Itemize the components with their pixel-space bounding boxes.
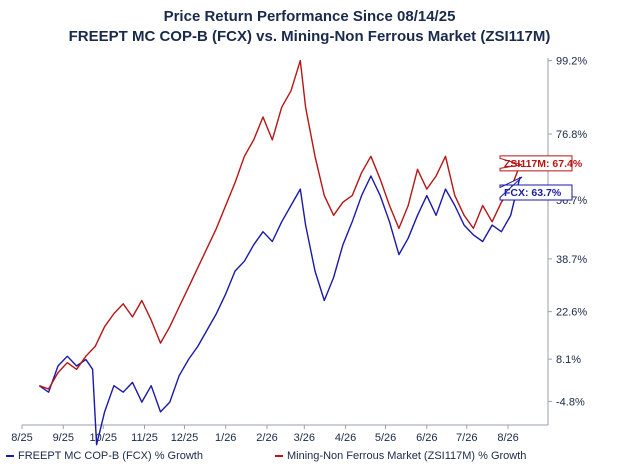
x-tick-label: 12/25 [171, 432, 199, 444]
legend-fcx: FREEPT MC COP-B (FCX) % Growth [6, 450, 203, 462]
legend-fcx-label: FREEPT MC COP-B (FCX) % Growth [18, 450, 203, 462]
y-tick-label: 76.8% [556, 129, 587, 141]
zsi117m-end-label-box [499, 155, 573, 172]
x-tick-label: 10/25 [89, 432, 117, 444]
x-tick-label: 8/26 [497, 432, 518, 444]
y-tick-label: -4.8% [556, 396, 585, 408]
fcx-end-label: FCX: 63.7% [499, 176, 573, 201]
x-tick-label: 1/26 [215, 432, 236, 444]
legend-zsi117m: Mining-Non Ferrous Market (ZSI117M) % Gr… [275, 450, 526, 462]
x-tick-label: 6/26 [416, 432, 437, 444]
fcx-end-label-text: FCX: 63.7% [504, 187, 562, 199]
x-tick-label: 2/26 [256, 432, 277, 444]
y-tick-label: 8.1% [556, 354, 581, 366]
zsi117m-end-label-text: ZSI117M: 67.4% [504, 158, 583, 170]
x-tick-label: 9/25 [53, 432, 74, 444]
y-tick-label: 38.7% [556, 254, 587, 266]
y-tick-label: 99.2% [556, 56, 587, 68]
legend-zsi117m-swatch [275, 455, 283, 458]
chart-subtitle: FREEPT MC COP-B (FCX) vs. Mining-Non Fer… [68, 28, 551, 45]
zsi117m-end-label: ZSI117M: 67.4% [499, 155, 583, 172]
x-tick-label: 3/26 [294, 432, 315, 444]
y-tick-label: 22.6% [556, 307, 587, 319]
x-tick-label: 5/26 [375, 432, 396, 444]
x-tick-label: 4/26 [335, 432, 356, 444]
x-tick-label: 11/25 [131, 432, 158, 444]
x-tick-label: 7/26 [456, 432, 477, 444]
legend-zsi117m-label: Mining-Non Ferrous Market (ZSI117M) % Gr… [287, 450, 527, 462]
fcx-end-label-box [499, 176, 573, 201]
fcx-series-line [38, 175, 521, 446]
x-tick-label: 8/25 [11, 432, 32, 444]
zsi117m-series-line [39, 59, 521, 390]
legend-fcx-swatch [6, 455, 14, 458]
chart-title: Price Return Performance Since 08/14/25 [163, 8, 456, 25]
